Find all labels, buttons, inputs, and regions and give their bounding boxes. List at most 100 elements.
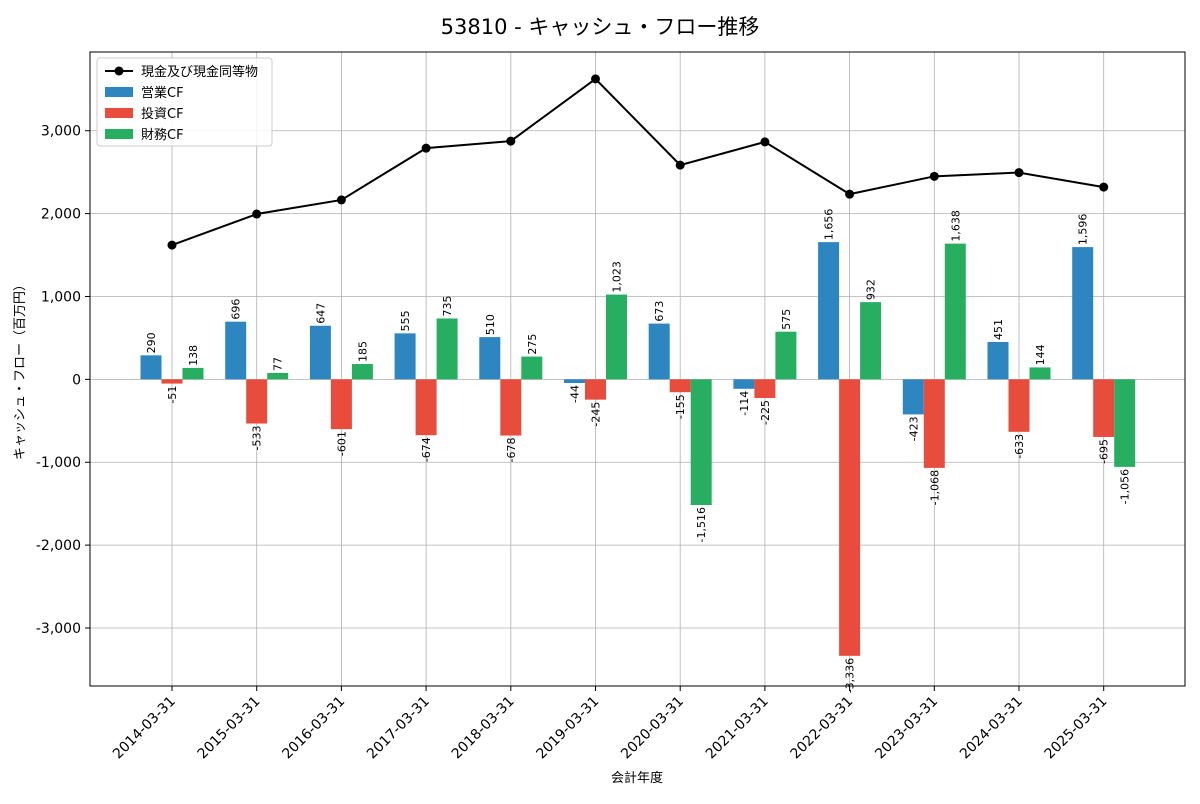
x-tick-label: 2017-03-31 bbox=[364, 694, 433, 763]
bar-value-label: 138 bbox=[187, 345, 200, 366]
bar-value-label: -533 bbox=[251, 426, 264, 451]
bar-1 bbox=[754, 379, 776, 399]
bar-2 bbox=[944, 243, 966, 380]
cash-point bbox=[591, 74, 600, 84]
bar-2 bbox=[521, 356, 543, 380]
bar-1 bbox=[246, 379, 268, 424]
bar-value-label: -1,056 bbox=[1119, 469, 1132, 504]
bar-value-label: 144 bbox=[1034, 344, 1047, 365]
bar-value-label: 575 bbox=[780, 309, 793, 330]
y-tick-label: -1,000 bbox=[36, 455, 81, 471]
bar-value-label: 1,023 bbox=[611, 261, 624, 293]
bar-value-label: 77 bbox=[272, 357, 285, 371]
x-tick-label: 2024-03-31 bbox=[957, 694, 1026, 763]
bars-group bbox=[140, 242, 1136, 656]
y-tick-label: 3,000 bbox=[41, 124, 81, 140]
y-axis-label: キャッシュ・フロー（百万円） bbox=[13, 278, 28, 460]
bar-0 bbox=[1072, 247, 1094, 380]
bar-0 bbox=[140, 355, 162, 380]
bar-1 bbox=[330, 379, 352, 430]
bar-0 bbox=[309, 325, 331, 380]
legend-marker-swatch bbox=[114, 66, 124, 76]
bar-0 bbox=[818, 242, 840, 380]
bar-value-label: 275 bbox=[526, 334, 539, 355]
bar-value-label: 1,656 bbox=[823, 209, 836, 241]
bar-value-label: 555 bbox=[399, 310, 412, 331]
bar-2 bbox=[775, 331, 797, 380]
bar-value-label: -44 bbox=[569, 385, 582, 403]
bar-value-label: -695 bbox=[1098, 439, 1111, 464]
bar-value-label: 1,638 bbox=[949, 210, 962, 242]
bar-2 bbox=[1029, 367, 1051, 380]
bar-1 bbox=[839, 379, 861, 656]
bar-value-label: 932 bbox=[865, 279, 878, 300]
plot-area-frame bbox=[89, 51, 1186, 687]
bar-0 bbox=[564, 379, 585, 384]
bar-value-label: -1,516 bbox=[695, 507, 708, 542]
bar-2 bbox=[690, 379, 712, 505]
y-tick-label: -3,000 bbox=[36, 621, 81, 637]
bar-2 bbox=[182, 367, 204, 380]
bar-1 bbox=[500, 379, 522, 436]
x-tick-label: 2020-03-31 bbox=[618, 694, 687, 763]
cash-point bbox=[929, 171, 939, 181]
x-tick-label: 2022-03-31 bbox=[788, 694, 857, 763]
bar-value-label: 647 bbox=[314, 303, 327, 324]
legend-label: 投資CF bbox=[141, 106, 184, 122]
chart-title: 53810 - キャッシュ・フロー推移 bbox=[441, 15, 760, 39]
legend-box bbox=[96, 57, 273, 147]
bar-value-label: -678 bbox=[505, 438, 518, 463]
bar-value-label: -51 bbox=[166, 386, 179, 404]
bar-value-label: -1,068 bbox=[928, 470, 941, 505]
bar-value-label: -423 bbox=[907, 416, 920, 441]
legend-label: 財務CF bbox=[141, 128, 184, 143]
legend-bar-swatch bbox=[105, 87, 133, 97]
bar-value-label: 451 bbox=[992, 319, 1005, 340]
legend-label: 現金及び現金同等物 bbox=[141, 64, 258, 80]
x-tick-label: 2014-03-31 bbox=[110, 694, 179, 763]
cash-point bbox=[675, 160, 685, 170]
x-axis-label: 会計年度 bbox=[611, 770, 663, 786]
bar-0 bbox=[394, 333, 416, 380]
x-tick-label: 2015-03-31 bbox=[195, 694, 264, 763]
x-tick-label: 2023-03-31 bbox=[872, 694, 941, 763]
x-tick-label: 2018-03-31 bbox=[449, 694, 518, 763]
bar-1 bbox=[415, 379, 437, 436]
bar-1 bbox=[923, 379, 945, 468]
x-tick-label: 2016-03-31 bbox=[279, 694, 348, 763]
bar-value-label: 735 bbox=[441, 295, 454, 316]
bar-value-label: 673 bbox=[653, 301, 666, 322]
bar-value-label: -633 bbox=[1013, 434, 1026, 459]
bar-1 bbox=[585, 379, 606, 400]
bar-value-label: 510 bbox=[484, 314, 497, 335]
cash-point bbox=[252, 209, 262, 219]
x-tick-label: 2019-03-31 bbox=[533, 694, 602, 763]
bar-value-label: 185 bbox=[356, 341, 369, 362]
cash-point bbox=[167, 240, 177, 250]
bar-1 bbox=[1093, 379, 1115, 437]
cash-point bbox=[1014, 168, 1024, 178]
y-tick-label: 2,000 bbox=[41, 207, 81, 223]
bar-0 bbox=[648, 323, 670, 380]
bar-value-label: -3,336 bbox=[844, 658, 857, 693]
cash-line bbox=[171, 77, 1104, 247]
cash-point bbox=[421, 143, 431, 153]
bar-2 bbox=[606, 294, 627, 380]
x-tick-label: 2025-03-31 bbox=[1042, 694, 1111, 763]
bar-2 bbox=[267, 372, 289, 380]
x-tick-label: 2021-03-31 bbox=[703, 694, 772, 763]
bar-0 bbox=[902, 379, 924, 415]
bar-2 bbox=[351, 364, 373, 380]
bar-value-label: 290 bbox=[145, 332, 158, 353]
bar-value-label: -245 bbox=[590, 402, 603, 427]
bar-2 bbox=[1114, 379, 1136, 467]
cash-point bbox=[506, 136, 516, 146]
bar-1 bbox=[1008, 379, 1030, 432]
cash-line-group bbox=[167, 74, 1109, 250]
grid-lines bbox=[90, 52, 1185, 686]
bar-value-label: -114 bbox=[738, 391, 751, 416]
cash-point bbox=[845, 189, 855, 199]
